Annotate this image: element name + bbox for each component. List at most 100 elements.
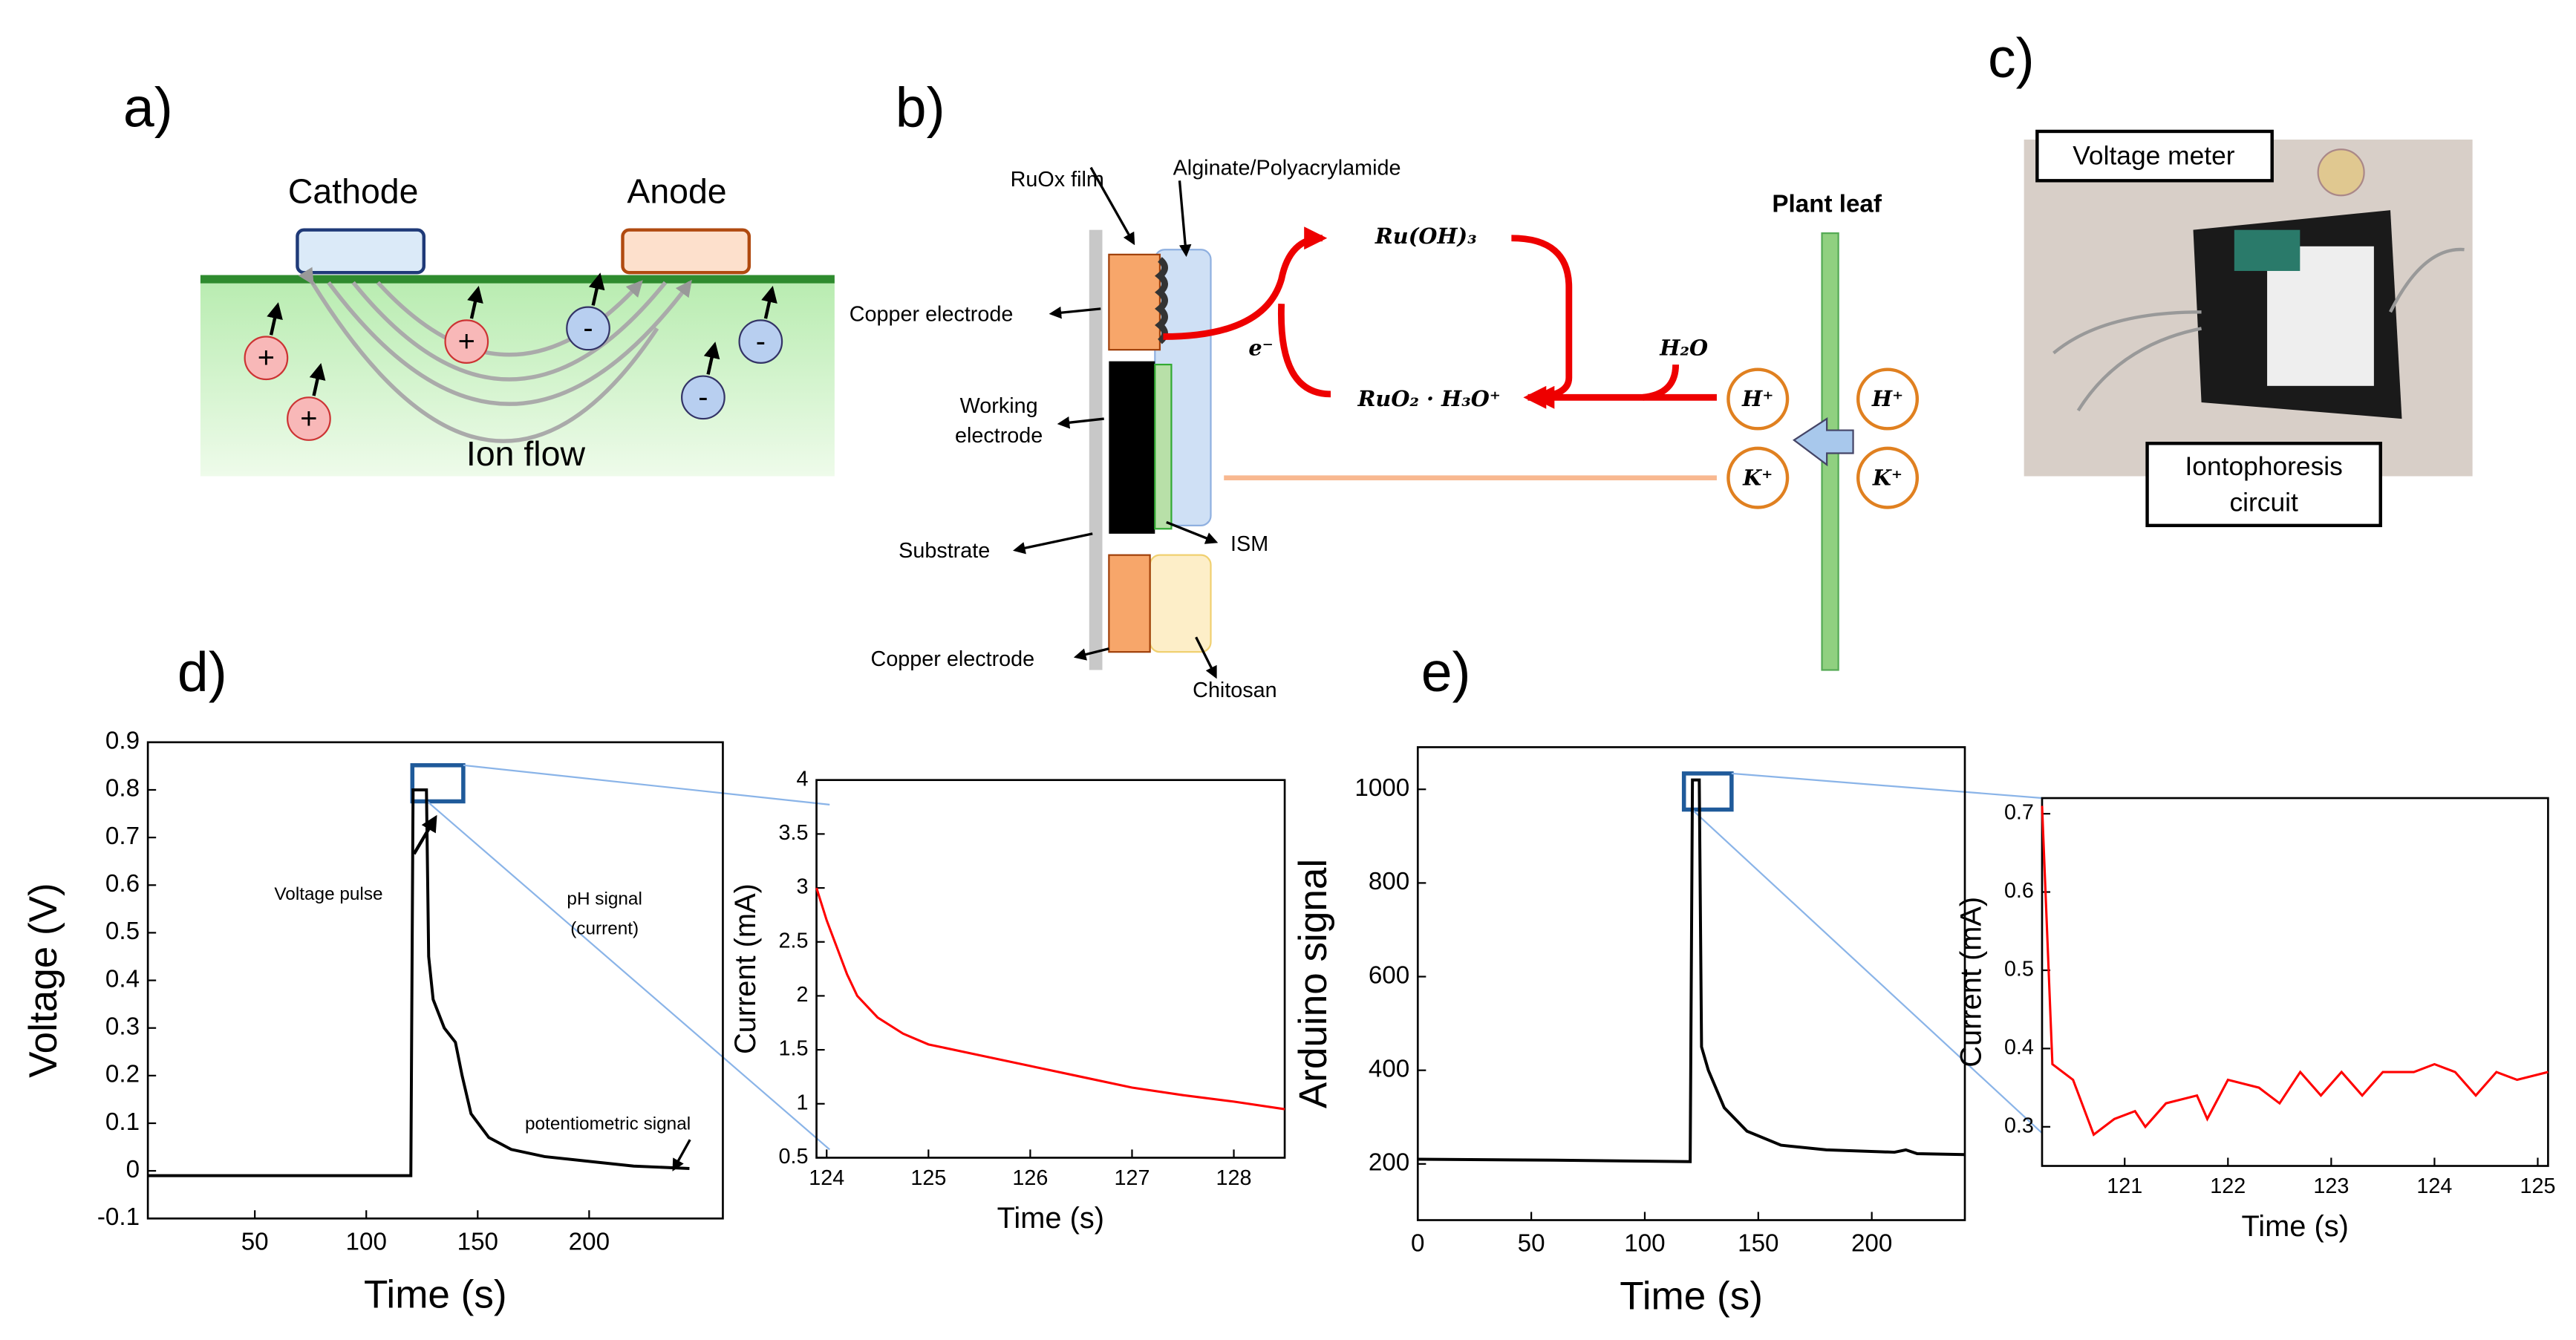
ion-sign: +: [258, 341, 275, 374]
copper: [1108, 554, 1151, 653]
ion-arrow: [267, 302, 283, 336]
formula: Ru(OH)₃: [1375, 223, 1477, 249]
y-tick-label: 0.4: [2004, 1036, 2034, 1059]
y-tick-label: 0.6: [2004, 879, 2034, 903]
label: Copper electrode: [871, 647, 1035, 671]
x-axis-label: Time (s): [997, 1202, 1104, 1235]
coin: [2317, 148, 2365, 197]
x-axis-label: Time (s): [1620, 1275, 1763, 1318]
label: Plant leaf: [1772, 190, 1882, 218]
panel-b: b) RuOx film Alginate/Polyacrylamide Cop…: [850, 76, 1920, 702]
label: ISM: [1230, 532, 1268, 556]
annotation: (current): [570, 918, 639, 938]
label: Substrate: [899, 539, 990, 563]
y-tick-label: 600: [1369, 961, 1409, 989]
label: circuit: [2229, 488, 2298, 517]
anode: [621, 228, 751, 275]
ruox: [1155, 257, 1168, 344]
x-tick-label: 123: [2313, 1174, 2349, 1198]
ion: [738, 319, 783, 364]
annotation: potentiometric signal: [525, 1114, 691, 1134]
x-tick-label: 124: [2416, 1174, 2452, 1198]
formula: H₂O: [1659, 336, 1708, 361]
y-tick-label: 3: [796, 875, 808, 899]
y-tick-label: 0.2: [105, 1061, 140, 1088]
panel-label: d): [177, 641, 227, 703]
ion: H⁺: [1871, 386, 1903, 411]
ion-sign: +: [458, 325, 475, 358]
label: Alginate/Polyacrylamide: [1173, 156, 1401, 180]
plot-frame: [146, 741, 724, 1220]
y-tick-label: 0.3: [105, 1013, 140, 1040]
ion-sign: -: [698, 381, 708, 414]
wires: [2052, 247, 2465, 412]
y-tick-label: 4: [796, 767, 808, 791]
ion-arrow: [703, 341, 720, 375]
label: Chitosan: [1193, 679, 1276, 702]
x-tick-label: 0: [1411, 1229, 1424, 1257]
panel-label: b): [896, 76, 945, 138]
y-tick-label: 0.1: [105, 1108, 140, 1136]
x-tick-label: 150: [1738, 1229, 1778, 1257]
x-tick-label: 126: [1012, 1166, 1048, 1190]
cathode: [296, 228, 426, 275]
x-tick-label: 127: [1114, 1166, 1150, 1190]
substrate: [1089, 229, 1103, 670]
x-tick-label: 122: [2210, 1174, 2246, 1198]
zoom: [410, 763, 2043, 1151]
display: [2234, 229, 2301, 271]
label: Iontophoresis: [2185, 452, 2342, 481]
y-tick-label: 0.7: [2004, 801, 2034, 825]
y-tick-label: 2: [796, 983, 808, 1007]
plot-frame: [2041, 797, 2549, 1167]
ion: H⁺: [1741, 386, 1773, 411]
ion: [444, 319, 489, 364]
y-tick-label: 0.7: [105, 823, 140, 850]
ion-circles: [1726, 367, 1920, 509]
x-tick-label: 100: [1624, 1229, 1665, 1257]
y-tick-label: 0.8: [105, 775, 140, 803]
ion: [681, 375, 725, 420]
annotation: pH signal: [567, 889, 642, 909]
ion: K⁺: [1872, 465, 1902, 490]
label-box: [2145, 442, 2382, 528]
x-tick-label: 124: [809, 1166, 844, 1190]
arrow: [1792, 417, 1854, 467]
y-tick-label: -0.1: [97, 1203, 140, 1231]
annotation: Voltage pulse: [274, 884, 382, 904]
chitosan: [1149, 554, 1212, 653]
x-axis-label: Time (s): [2241, 1210, 2348, 1243]
pointers: [1013, 166, 1219, 679]
label: Anode: [627, 171, 726, 210]
ism: [1154, 363, 1173, 530]
panel-a: a) Cathode Anode Ion flow + + + - - -: [123, 76, 835, 477]
x-tick-label: 121: [2107, 1174, 2142, 1198]
ion: [287, 396, 331, 441]
ion-arrow: [309, 362, 326, 396]
y-tick-label: 200: [1369, 1149, 1409, 1177]
label: Working: [960, 394, 1038, 418]
x-tick-label: 150: [457, 1228, 498, 1255]
ion-sign: -: [583, 312, 593, 344]
ion: [566, 306, 610, 351]
label: Cathode: [288, 171, 419, 210]
label: Ion flow: [466, 434, 586, 473]
label: Voltage meter: [2073, 142, 2235, 171]
x-tick-label: 128: [1216, 1166, 1252, 1190]
copper: [1108, 253, 1161, 351]
label: RuOx film: [1011, 168, 1104, 192]
plot-frame: [1416, 746, 1966, 1221]
y-axis-label: Current (mA): [729, 883, 762, 1054]
y-tick-label: 0.5: [105, 918, 140, 945]
annotation-arrow: [412, 814, 437, 855]
ion-arrow: [588, 272, 605, 306]
ion: K⁺: [1742, 465, 1773, 490]
ion-sign: +: [300, 402, 317, 435]
y-tick-label: 0.3: [2004, 1114, 2034, 1137]
annotation-arrow: [672, 1139, 691, 1171]
formula: RuO₂ · H₃O⁺: [1357, 386, 1501, 411]
y-tick-label: 0.4: [105, 965, 140, 993]
y-tick-label: 0.6: [105, 870, 140, 898]
